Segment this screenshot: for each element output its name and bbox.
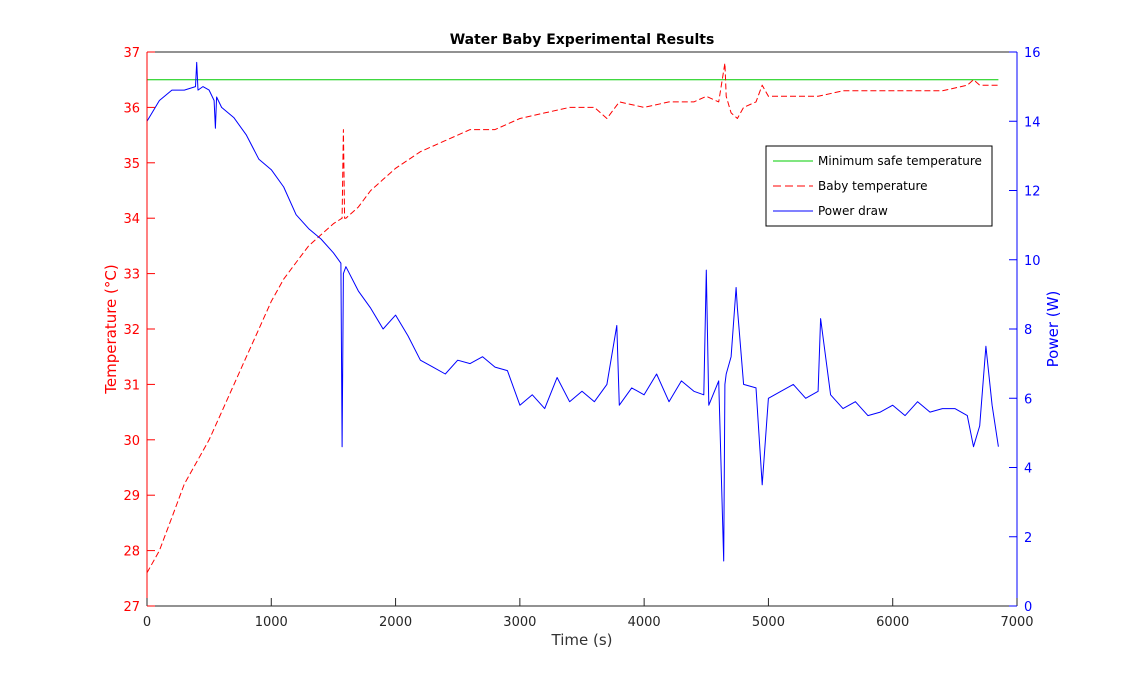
y-right-tick-label: 10: [1024, 254, 1041, 269]
y-left-axis-title: Temperature (°C): [102, 264, 120, 394]
x-tick-label: 4000: [628, 615, 661, 630]
legend-label-power: Power draw: [818, 204, 888, 218]
legend-label-min-safe: Minimum safe temperature: [818, 154, 982, 168]
chart-title: Water Baby Experimental Results: [450, 32, 715, 48]
legend: Minimum safe temperature Baby temperatur…: [765, 145, 993, 227]
x-tick-label: 5000: [752, 615, 785, 630]
legend-label-baby-temp: Baby temperature: [818, 179, 928, 193]
y-left-tick-label: 36: [123, 101, 140, 116]
y-right-tick-label: 6: [1024, 392, 1032, 407]
x-tick-label: 0: [143, 615, 151, 630]
y-left-tick-label: 33: [123, 268, 140, 283]
y-right-tick-label: 2: [1024, 531, 1032, 546]
y-left-tick-label: 27: [123, 600, 140, 615]
y-left-tick-label: 37: [123, 46, 140, 61]
x-axis-title: Time (s): [551, 631, 613, 649]
y-right-tick-label: 0: [1024, 600, 1032, 615]
y-right-tick-label: 14: [1024, 115, 1041, 130]
y-right-tick-label: 4: [1024, 462, 1032, 477]
x-tick-label: 6000: [876, 615, 909, 630]
series-layer: [146, 61, 999, 574]
y-left-tick-label: 28: [123, 545, 140, 560]
y-left-tick-label: 29: [123, 489, 140, 504]
y-right-tick-label: 12: [1024, 185, 1041, 200]
y-right-axis-title: Power (W): [1044, 291, 1062, 368]
series-line-power: [146, 61, 999, 562]
x-tick-label: 3000: [503, 615, 536, 630]
y-left-tick-label: 32: [123, 323, 140, 338]
y-right-tick-label: 16: [1024, 46, 1041, 61]
x-tick-label: 7000: [1000, 615, 1033, 630]
x-tick-label: 2000: [379, 615, 412, 630]
axes-layer: 0 1000 2000 3000 4000 5000 6000 700027282930313…: [123, 46, 1040, 630]
x-tick-label: 1000: [255, 615, 288, 630]
y-left-tick-label: 30: [123, 434, 140, 449]
y-left-tick-label: 34: [123, 212, 140, 227]
y-left-tick-label: 31: [123, 378, 140, 393]
y-right-tick-label: 8: [1024, 323, 1032, 338]
y-left-tick-label: 35: [123, 157, 140, 172]
series-line-baby-temp: [146, 62, 999, 574]
